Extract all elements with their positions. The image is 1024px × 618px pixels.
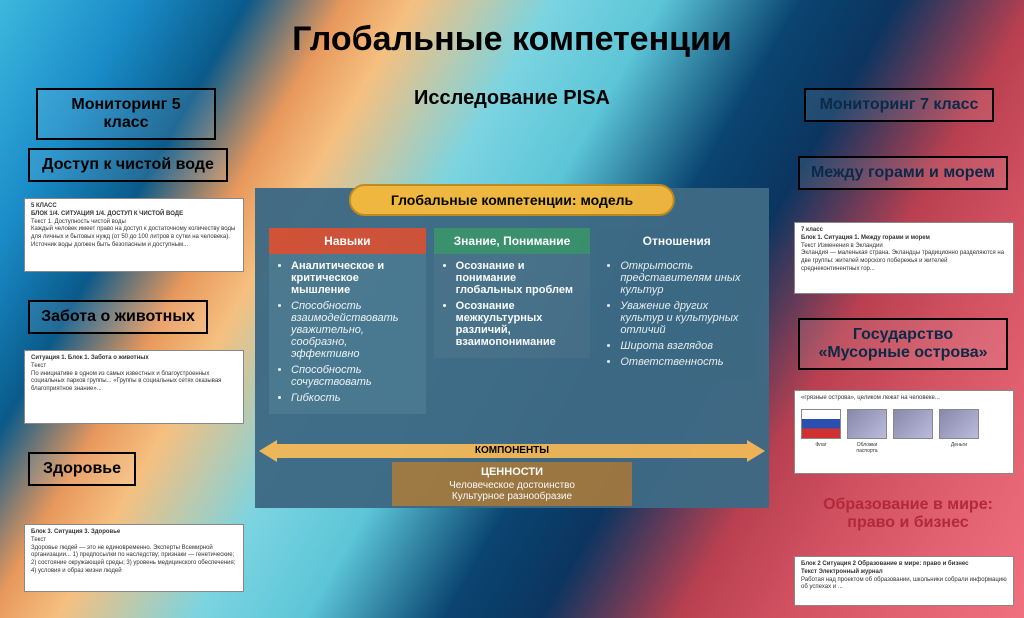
list-item: Широта взглядов (620, 340, 747, 352)
btn-education-world[interactable]: Образование в мире: право и бизнес (796, 490, 1020, 538)
thumb-image (847, 409, 887, 439)
list-item: Осознание межкультурных различий, взаимо… (456, 300, 583, 348)
doc-sub: Текст (31, 363, 46, 369)
doc-sub2: Текст Изменения в Экландии (801, 243, 883, 249)
thumb-image (893, 409, 933, 439)
doc-sub: Текст Электронный журнал (801, 569, 883, 575)
doc-body: Каждый человек имеет право на доступ к д… (31, 226, 235, 248)
doc-garbage: «грязные острова», целиком лежат на чело… (794, 390, 1014, 474)
btn-mountains-sea[interactable]: Между горами и морем (798, 156, 1008, 190)
btn-clean-water[interactable]: Доступ к чистой воде (28, 148, 228, 182)
col-header: Знание, Понимание (434, 228, 591, 254)
col-header: Навыки (269, 228, 426, 254)
arrow-left-icon (259, 440, 277, 462)
col-header: Отношения (598, 228, 755, 254)
btn-animals[interactable]: Забота о животных (28, 300, 208, 334)
list-item: Ответственность (620, 356, 747, 368)
list-item: Гибкость (291, 392, 418, 404)
col-knowledge: Знание, Понимание Осознание и понимание … (434, 228, 591, 428)
thumb-image (801, 409, 841, 439)
doc-sub2: Текст 1. Доступность чистой воды (31, 219, 126, 225)
list-item: Аналитическое и критическое мышление (291, 260, 418, 296)
doc-mountains: 7 класс Блок 1. Ситуация 1. Между горами… (794, 222, 1014, 294)
doc-sub: БЛОК 1/4. СИТУАЦИЯ 1/4. ДОСТУП К ЧИСТОЙ … (31, 211, 183, 217)
btn-monitoring-5[interactable]: Мониторинг 5 класс (36, 88, 216, 140)
model-columns: Навыки Аналитическое и критическое мышле… (269, 228, 755, 428)
values-line: Культурное разнообразие (398, 491, 626, 502)
doc-health: Блок 3. Ситуация 3. Здоровье Текст Здоро… (24, 524, 244, 592)
col-body: Открытость представителям иных культур У… (598, 254, 755, 378)
col-body: Осознание и понимание глобальных проблем… (434, 254, 591, 358)
doc-title: Блок 3. Ситуация 3. Здоровье (31, 529, 120, 535)
list-item: Открытость представителям иных культур (620, 260, 747, 296)
btn-monitoring-7[interactable]: Мониторинг 7 класс (804, 88, 994, 122)
doc-body: Здоровье людей — это не единовременно. Э… (31, 545, 235, 574)
doc-education: Блок 2 Ситуация 2 Образование в мире: пр… (794, 556, 1014, 606)
doc-title: 7 класс (801, 227, 823, 233)
doc-title: Ситуация 1. Блок 1. Забота о животных (31, 355, 149, 361)
components-label: КОМПОНЕНТЫ (277, 444, 747, 458)
list-item: Уважение других культур и культурных отл… (620, 300, 747, 336)
doc-sub: Блок 1. Ситуация 1. Между горами и морем (801, 235, 930, 241)
doc-body: Экландия — маленькая страна. Экландцы тр… (801, 250, 1004, 272)
doc-sub: «грязные острова», целиком лежат на чело… (801, 395, 940, 401)
doc-title: 5 КЛАСС (31, 203, 57, 209)
doc-body: По инициативе в одном из самых известных… (31, 371, 221, 393)
values-line: Человеческое достоинство (398, 480, 626, 491)
col-body: Аналитическое и критическое мышление Спо… (269, 254, 426, 414)
doc-sub: Текст (31, 537, 46, 543)
btn-garbage-islands[interactable]: Государство «Мусорные острова» (798, 318, 1008, 370)
components-arrow: КОМПОНЕНТЫ (259, 440, 765, 462)
thumb-captions: Флаг Обложки паспорта Деньги (801, 442, 1007, 455)
col-skills: Навыки Аналитическое и критическое мышле… (269, 228, 426, 428)
arrow-right-icon (747, 440, 765, 462)
list-item: Осознание и понимание глобальных проблем (456, 260, 583, 296)
page-title: Глобальные компетенции (0, 0, 1024, 59)
col-relations: Отношения Открытость представителям иных… (598, 228, 755, 428)
doc-title: Блок 2 Ситуация 2 Образование в мире: пр… (801, 561, 969, 567)
model-panel: Глобальные компетенции: модель Навыки Ан… (255, 188, 769, 508)
model-title: Глобальные компетенции: модель (349, 184, 675, 216)
doc-body: Работая над проектом об образовании, шко… (801, 577, 1007, 591)
btn-health[interactable]: Здоровье (28, 452, 136, 486)
doc-water: 5 КЛАСС БЛОК 1/4. СИТУАЦИЯ 1/4. ДОСТУП К… (24, 198, 244, 272)
list-item: Способность сочувствовать (291, 364, 418, 388)
thumb-image (939, 409, 979, 439)
values-title: ЦЕННОСТИ (398, 466, 626, 478)
list-item: Способность взаимодействовать уважительн… (291, 300, 418, 360)
doc-animals: Ситуация 1. Блок 1. Забота о животных Те… (24, 350, 244, 424)
values-box: ЦЕННОСТИ Человеческое достоинство Культу… (392, 462, 632, 506)
